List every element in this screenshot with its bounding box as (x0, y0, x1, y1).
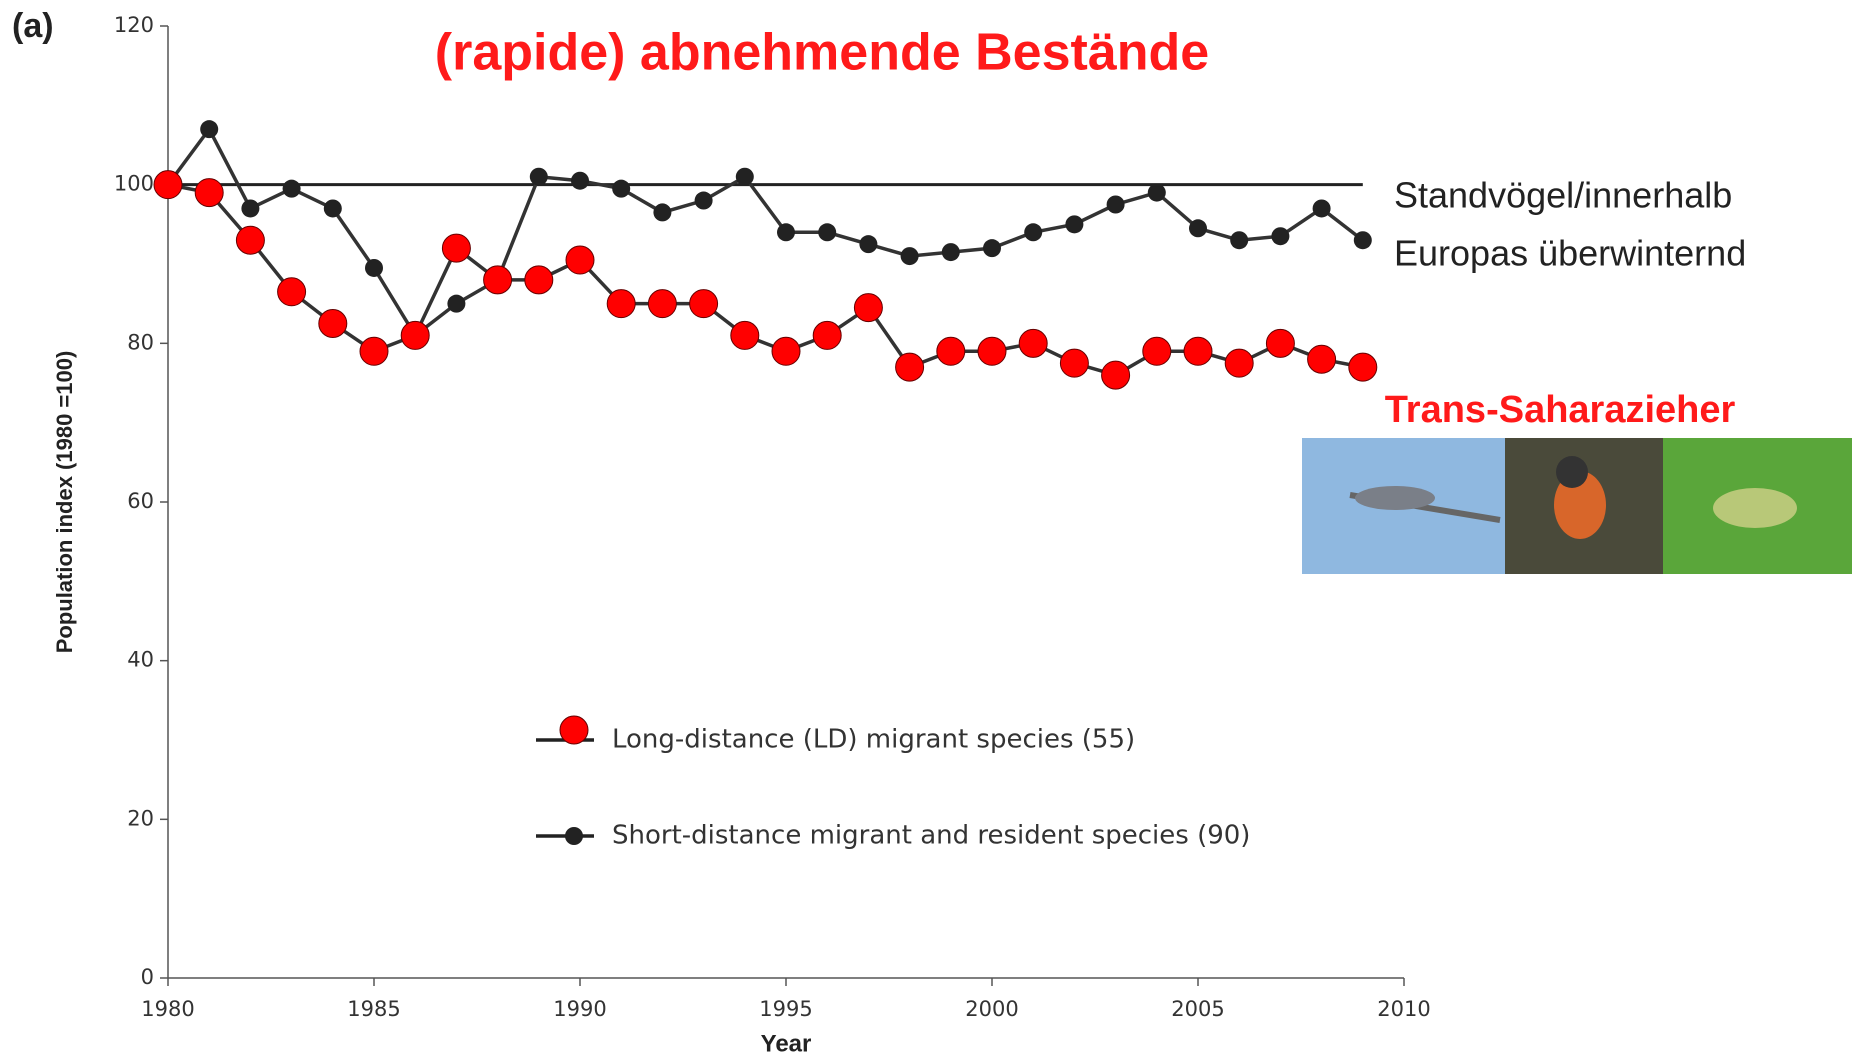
photo-detail (1713, 488, 1797, 528)
data-point (607, 290, 635, 318)
data-point (241, 199, 259, 217)
data-point (612, 180, 630, 198)
y-axis-label: Population index (1980 =100) (52, 351, 77, 654)
data-point (200, 120, 218, 138)
data-point (1266, 329, 1294, 357)
data-point (1065, 215, 1083, 233)
data-point (442, 234, 470, 262)
data-point (859, 235, 877, 253)
chart: (a) (rapide) abnehmende Bestände Year Po… (0, 0, 1860, 1057)
x-axis-label: Year (761, 1030, 812, 1057)
series-line (168, 129, 1363, 335)
panel-label: (a) (12, 7, 54, 45)
y-tick-label: 100 (114, 172, 154, 196)
data-point (278, 278, 306, 306)
x-tick-label: 1985 (347, 997, 400, 1021)
x-tick-label: 1980 (141, 997, 194, 1021)
legend-label: Long-distance (LD) migrant species (55) (612, 725, 1135, 755)
data-point (1349, 353, 1377, 381)
legend-label: Short-distance migrant and resident spec… (612, 821, 1250, 851)
x-tick-label: 2010 (1377, 997, 1430, 1021)
data-point (736, 168, 754, 186)
data-point (772, 337, 800, 365)
data-point (1189, 219, 1207, 237)
data-point (530, 168, 548, 186)
y-tick-label: 80 (127, 330, 154, 354)
data-point (690, 290, 718, 318)
data-point (195, 179, 223, 207)
chart-title: (rapide) abnehmende Bestände (435, 24, 1209, 82)
y-tick-label: 0 (141, 965, 154, 989)
data-point (854, 294, 882, 322)
data-point (1019, 329, 1047, 357)
data-point (283, 180, 301, 198)
legend-marker (565, 827, 583, 845)
data-point (365, 259, 383, 277)
data-point (324, 199, 342, 217)
data-point (1060, 349, 1088, 377)
data-point (154, 171, 182, 199)
data-point (1102, 361, 1130, 389)
data-point (566, 246, 594, 274)
data-point (1354, 231, 1372, 249)
data-point (648, 290, 676, 318)
y-tick-label: 40 (127, 648, 154, 672)
data-point (1225, 349, 1253, 377)
x-tick-label: 2000 (965, 997, 1018, 1021)
data-point (1024, 223, 1042, 241)
data-point (818, 223, 836, 241)
series-line (168, 185, 1363, 375)
x-tick-label: 1990 (553, 997, 606, 1021)
data-point (447, 295, 465, 313)
data-point (1230, 231, 1248, 249)
data-point (1313, 199, 1331, 217)
data-point (401, 321, 429, 349)
data-point (484, 266, 512, 294)
data-point (571, 172, 589, 190)
data-point (983, 239, 1001, 257)
data-point (978, 337, 1006, 365)
data-point (525, 266, 553, 294)
data-point (653, 203, 671, 221)
data-point (1271, 227, 1289, 245)
photo-detail (1556, 456, 1588, 488)
data-point (896, 353, 924, 381)
photo-detail (1355, 486, 1435, 510)
data-point (1107, 196, 1125, 214)
x-tick-label: 1995 (759, 997, 812, 1021)
bird-photos (1302, 438, 1852, 574)
data-point (731, 321, 759, 349)
data-point (813, 321, 841, 349)
data-point (1148, 184, 1166, 202)
y-tick-label: 20 (127, 806, 154, 830)
data-point (1184, 337, 1212, 365)
data-point (319, 310, 347, 338)
x-tick-label: 2005 (1171, 997, 1224, 1021)
legend-marker (560, 716, 588, 744)
data-point (901, 247, 919, 265)
annotation: Trans-Saharazieher (1385, 389, 1736, 431)
y-tick-label: 120 (114, 13, 154, 37)
data-point (942, 243, 960, 261)
data-point (695, 192, 713, 210)
data-point (236, 226, 264, 254)
y-tick-label: 60 (127, 489, 154, 513)
data-point (360, 337, 388, 365)
data-point (777, 223, 795, 241)
annotation: Standvögel/innerhalb (1394, 175, 1732, 216)
data-point (937, 337, 965, 365)
annotation: Europas überwinternd (1394, 233, 1746, 274)
data-point (1308, 345, 1336, 373)
data-point (1143, 337, 1171, 365)
